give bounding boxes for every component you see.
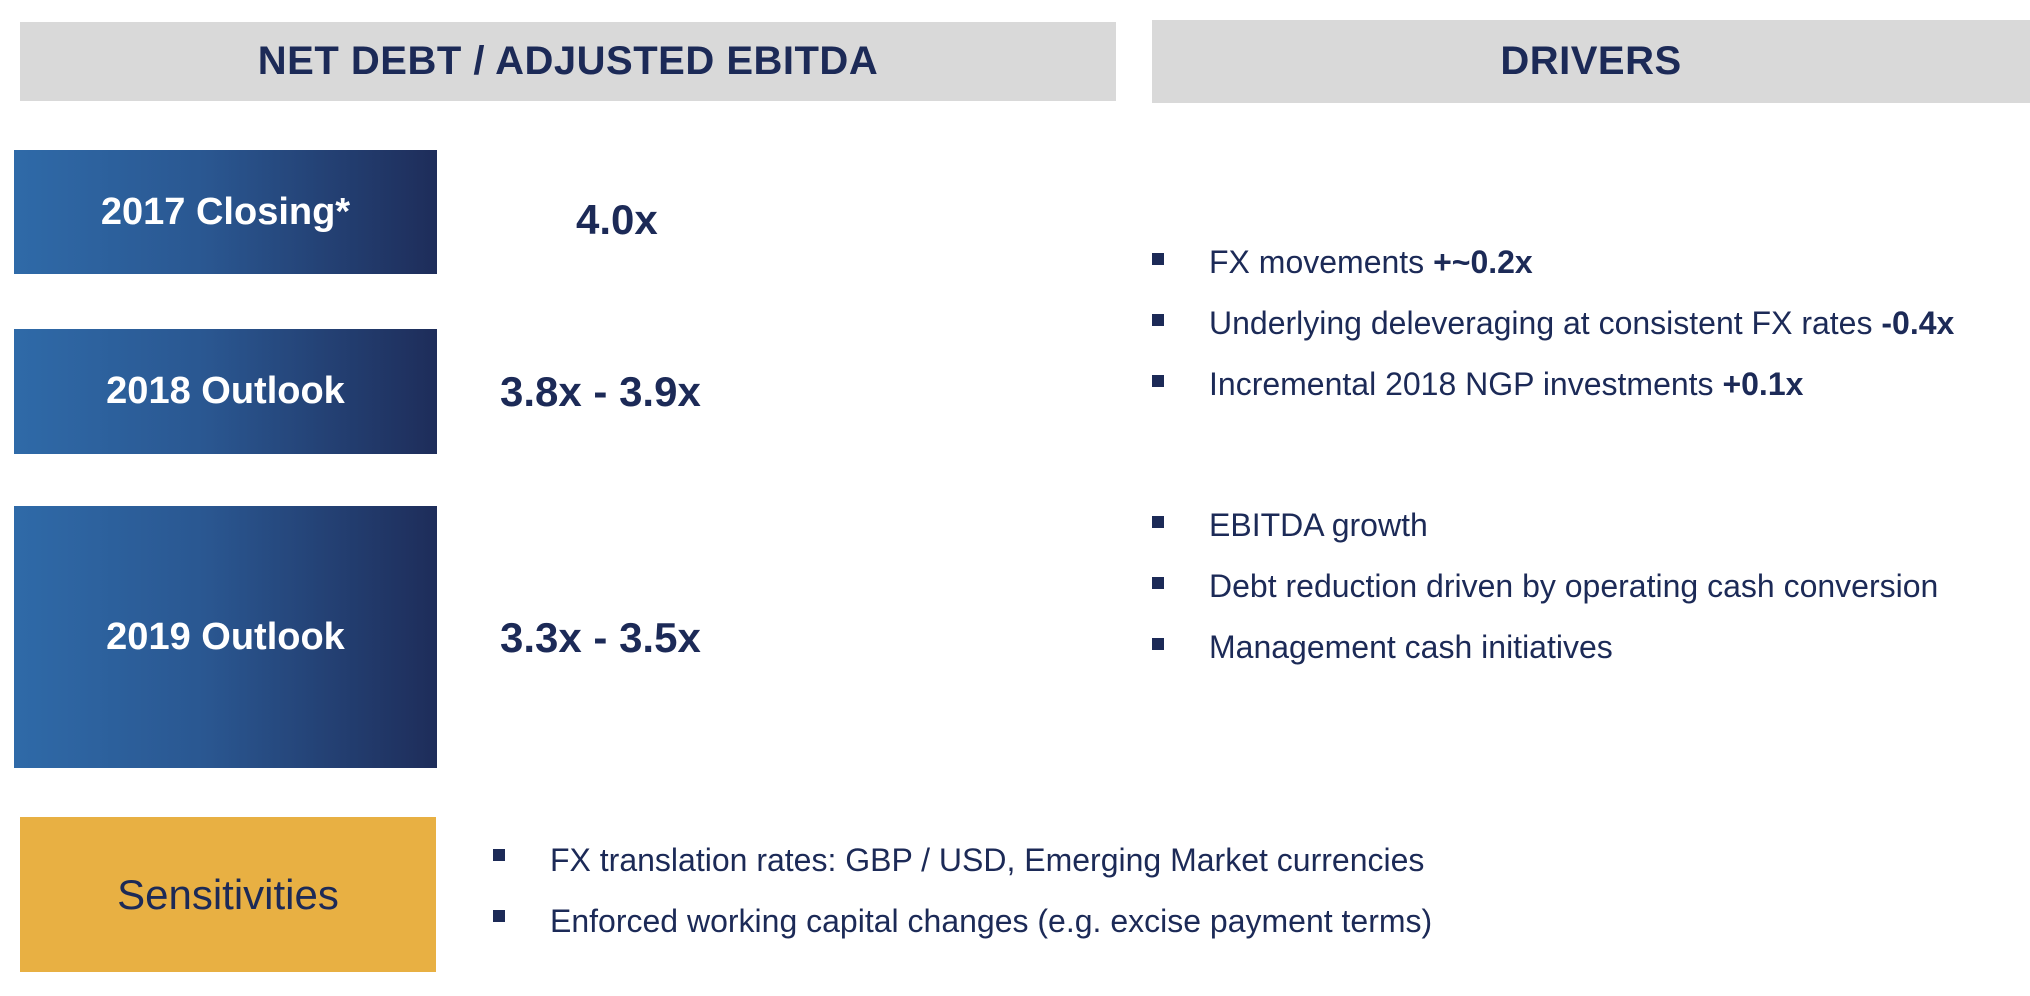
drivers-2019-list: EBITDA growth Debt reduction driven by o…	[1152, 505, 1938, 688]
sensitivity-item: Enforced working capital changes (e.g. e…	[493, 901, 1432, 962]
driver-text: EBITDA growth	[1209, 507, 1428, 543]
period-label-2018: 2018 Outlook	[106, 370, 345, 412]
driver-item: Incremental 2018 NGP investments +0.1x	[1152, 364, 1954, 425]
drivers-header: DRIVERS	[1152, 20, 2030, 103]
net-debt-header-label: NET DEBT / ADJUSTED EBITDA	[257, 39, 879, 83]
driver-value: +~0.2x	[1433, 244, 1533, 280]
net-debt-header: NET DEBT / ADJUSTED EBITDA	[20, 22, 1116, 101]
driver-item: FX movements +~0.2x	[1152, 242, 1954, 303]
period-label-2017: 2017 Closing*	[100, 190, 351, 233]
bullet-square-icon	[493, 910, 505, 922]
sensitivities-label: Sensitivities	[117, 870, 339, 918]
driver-item: EBITDA growth	[1152, 505, 1938, 566]
driver-text: FX movements	[1209, 244, 1434, 280]
driver-text: Incremental 2018 NGP investments	[1209, 366, 1723, 402]
bullet-square-icon	[493, 849, 505, 861]
bullet-square-icon	[1152, 577, 1164, 589]
sensitivity-item: FX translation rates: GBP / USD, Emergin…	[493, 840, 1432, 901]
sensitivity-text: FX translation rates: GBP / USD, Emergin…	[550, 842, 1425, 878]
driver-item: Underlying deleveraging at consistent FX…	[1152, 303, 1954, 364]
bullet-square-icon	[1152, 516, 1164, 528]
ratio-2017: 4.0x	[576, 196, 658, 243]
drivers-header-label: DRIVERS	[1500, 39, 1682, 83]
driver-text: Management cash initiatives	[1209, 629, 1613, 665]
sensitivities-list: FX translation rates: GBP / USD, Emergin…	[493, 840, 1432, 962]
driver-value: +0.1x	[1722, 366, 1804, 402]
sensitivities-box: Sensitivities	[20, 817, 436, 972]
ratio-2018: 3.8x - 3.9x	[500, 368, 701, 415]
driver-item: Management cash initiatives	[1152, 627, 1938, 688]
drivers-2018-list: FX movements +~0.2x Underlying deleverag…	[1152, 242, 1954, 425]
bullet-square-icon	[1152, 253, 1164, 265]
bullet-square-icon	[1152, 638, 1164, 650]
period-box-2018: 2018 Outlook	[14, 329, 437, 454]
driver-value: -0.4x	[1881, 305, 1955, 341]
driver-text: Debt reduction driven by operating cash …	[1209, 568, 1939, 604]
driver-text: Underlying deleveraging at consistent FX…	[1209, 305, 1882, 341]
ratio-2019: 3.3x - 3.5x	[500, 614, 701, 661]
period-label-2019: 2019 Outlook	[106, 615, 345, 658]
period-box-2019: 2019 Outlook	[14, 506, 437, 768]
driver-item: Debt reduction driven by operating cash …	[1152, 566, 1938, 627]
period-box-2017: 2017 Closing*	[14, 150, 437, 274]
bullet-square-icon	[1152, 375, 1164, 387]
bullet-square-icon	[1152, 314, 1164, 326]
sensitivity-text: Enforced working capital changes (e.g. e…	[550, 903, 1433, 939]
